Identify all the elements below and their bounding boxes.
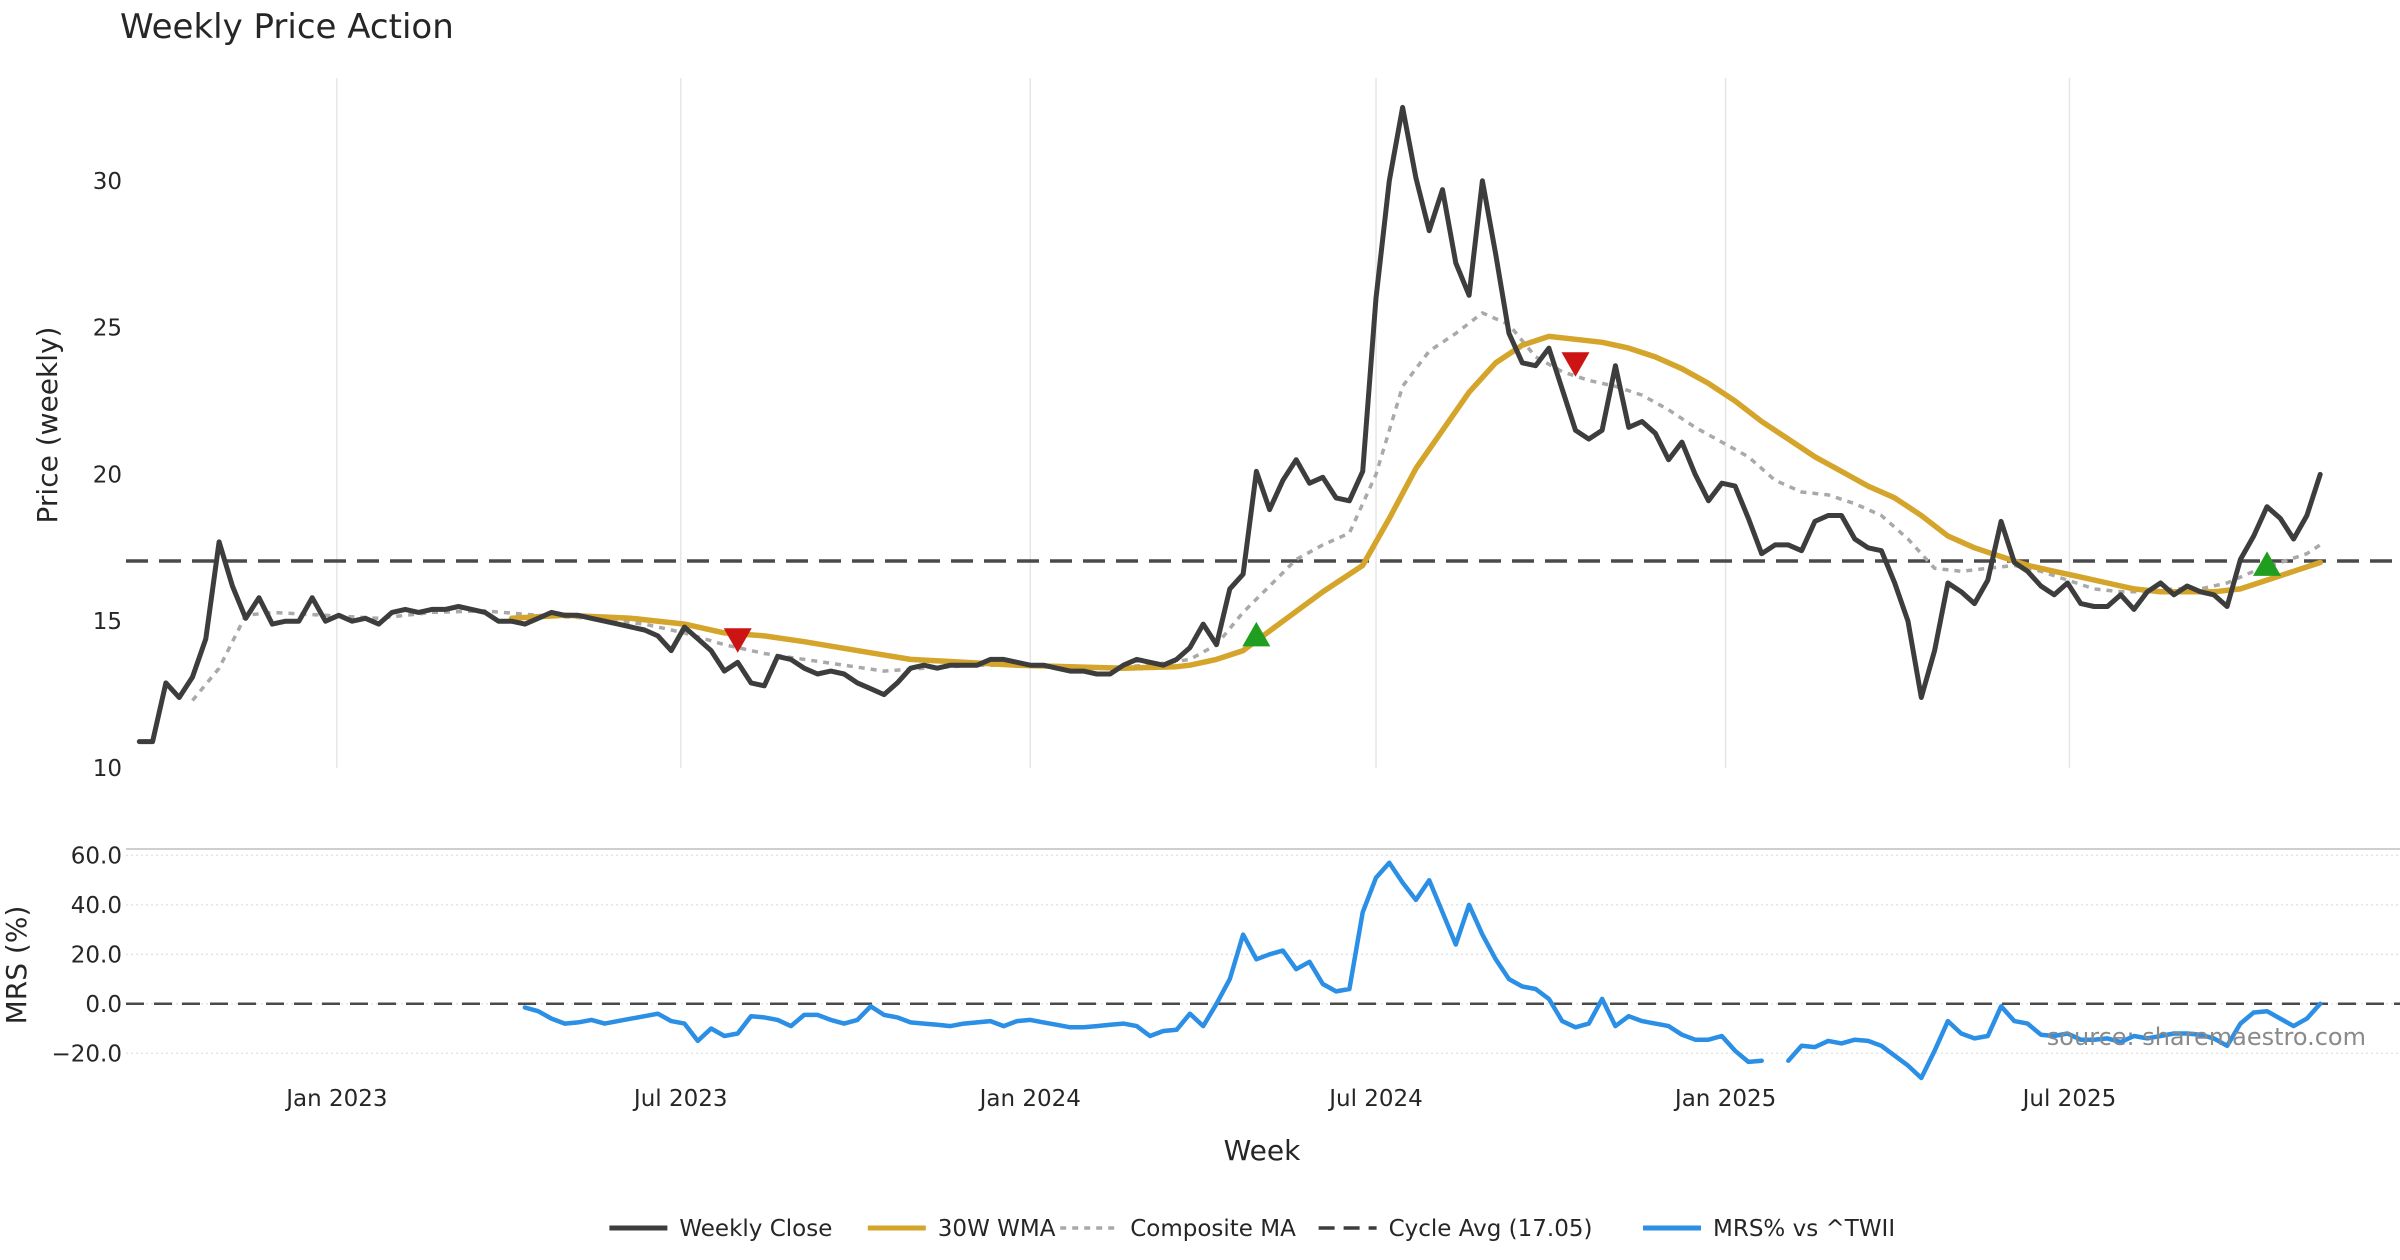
signal-markers — [723, 352, 2282, 653]
mrs-y-tick-label: 20.0 — [71, 942, 122, 968]
price-y-tick-label: 25 — [93, 316, 122, 342]
price-y-axis-label: Price (weekly) — [31, 327, 64, 524]
legend-label: MRS% vs ^TWII — [1713, 1216, 1895, 1242]
mrs-y-tick-label: 40.0 — [71, 893, 122, 919]
sell-signal-marker — [1561, 352, 1590, 377]
price-y-tick-label: 15 — [93, 609, 122, 635]
mrs-line-segment — [522, 860, 1764, 1065]
source-label: source: sharemaestro.com — [2047, 1023, 2366, 1051]
price-y-ticks: 10 15 20 25 30 — [93, 169, 122, 782]
mrs-line — [522, 860, 2323, 1081]
buy-signal-marker — [1242, 621, 1271, 647]
x-tick-label: Jul 2024 — [1327, 1086, 1423, 1112]
mrs-panel: 60.0 40.0 20.0 0.0 −20.0 MRS (%) source: sha… — [0, 843, 2400, 1081]
x-tick-label: Jan 2023 — [284, 1086, 387, 1112]
legend-label: 30W WMA — [938, 1216, 1056, 1242]
price-y-tick-label: 30 — [93, 169, 122, 195]
x-tick-label: Jul 2025 — [2021, 1086, 2117, 1112]
x-tick-labels: Jan 2023 Jul 2023 Jan 2024 Jul 2024 Jan 2025… — [284, 1086, 2116, 1112]
mrs-y-axis-label: MRS (%) — [0, 906, 33, 1025]
mrs-y-tick-label: 60.0 — [71, 843, 122, 869]
price-y-tick-label: 10 — [93, 756, 122, 782]
legend-label: Cycle Avg (17.05) — [1389, 1216, 1593, 1242]
weekly-close-line — [136, 104, 2323, 745]
x-tick-label: Jul 2023 — [632, 1086, 728, 1112]
buy-signal-marker — [2253, 551, 2282, 576]
price-panel: 10 15 20 25 30 Price (weekly) — [31, 78, 2400, 782]
legend: Weekly Close 30W WMA Composite MA Cycle Avg… — [609, 1216, 1895, 1242]
mrs-y-tick-label: 0.0 — [85, 992, 122, 1018]
x-tick-label: Jan 2025 — [1673, 1086, 1776, 1112]
mrs-y-tick-label: −20.0 — [52, 1041, 122, 1067]
wma-30w-line — [508, 333, 2323, 671]
mrs-y-ticks: 60.0 40.0 20.0 0.0 −20.0 — [52, 843, 122, 1067]
sell-signal-marker — [723, 628, 752, 653]
chart-title: Weekly Price Action — [120, 7, 454, 47]
x-tick-label: Jan 2024 — [978, 1086, 1081, 1112]
x-axis-label: Week — [1224, 1134, 1301, 1167]
price-y-tick-label: 20 — [93, 462, 122, 488]
price-x-grid — [336, 78, 2071, 768]
legend-label: Weekly Close — [679, 1216, 832, 1242]
legend-label: Composite MA — [1130, 1216, 1296, 1242]
mrs-line-segment — [1786, 1001, 2323, 1081]
